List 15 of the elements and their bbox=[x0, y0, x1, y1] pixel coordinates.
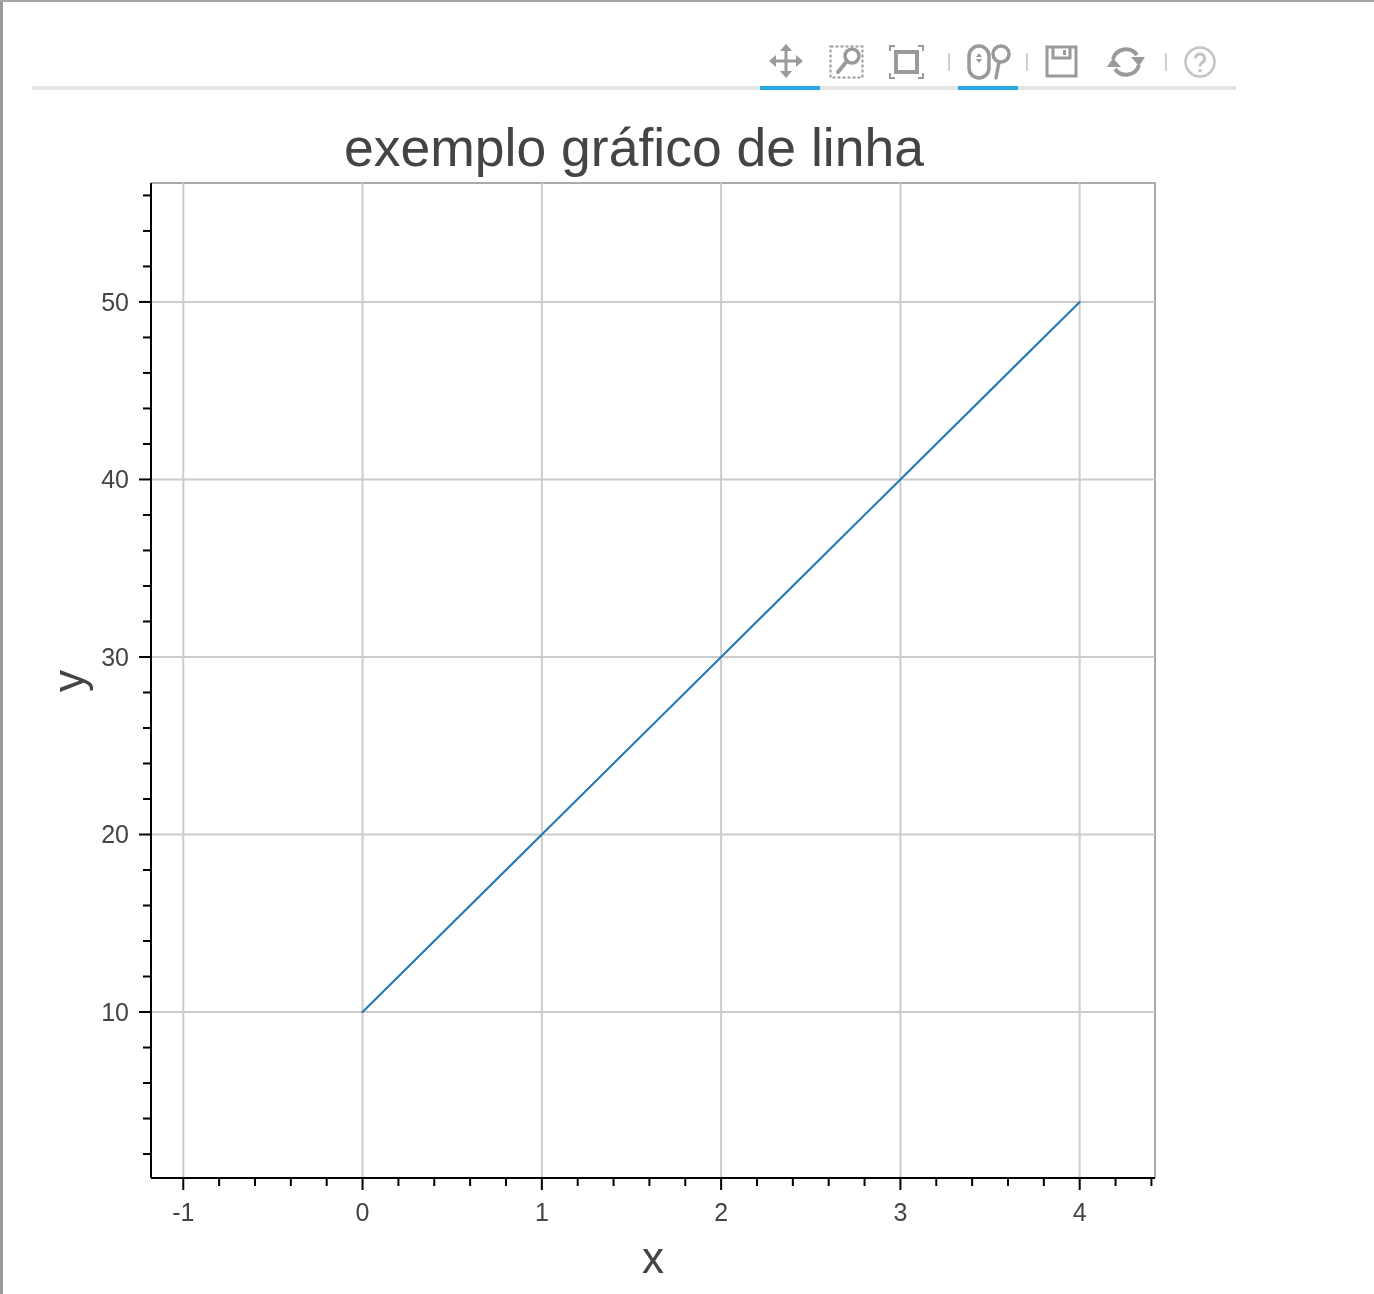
x-tick-label: 0 bbox=[355, 1198, 370, 1226]
x-tick-label: -1 bbox=[172, 1198, 195, 1226]
y-axis-title: y bbox=[44, 669, 93, 692]
x-axis-title: x bbox=[641, 1233, 665, 1282]
x-tick-label: 1 bbox=[534, 1198, 549, 1226]
y-tick-label: 10 bbox=[101, 998, 129, 1027]
y-tick-label: 20 bbox=[101, 820, 129, 849]
x-tick-label: 3 bbox=[893, 1198, 908, 1226]
y-tick-label: 30 bbox=[101, 642, 129, 671]
x-tick-label: 4 bbox=[1072, 1198, 1087, 1226]
x-tick-label: 2 bbox=[714, 1198, 729, 1226]
chart-title: exemplo gráfico de linha bbox=[343, 118, 925, 177]
line-series bbox=[361, 300, 1081, 1014]
y-tick-label: 40 bbox=[101, 465, 129, 494]
y-tick-label: 50 bbox=[101, 287, 129, 316]
